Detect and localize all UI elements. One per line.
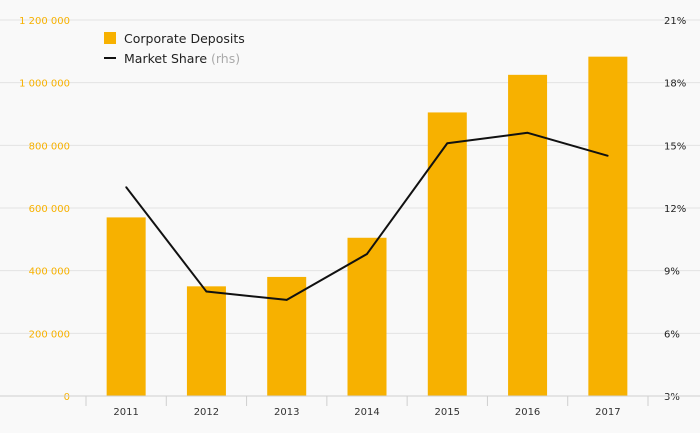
y-left-tick-label: 600 000 <box>29 204 70 215</box>
legend-label-market-share: Market Share <box>124 50 208 66</box>
bar-2014 <box>347 237 387 396</box>
legend-bar-swatch <box>104 32 116 44</box>
y-left-tick-label: 400 000 <box>29 267 70 278</box>
y-right-tick-label: 9% <box>664 267 680 278</box>
line-series <box>125 131 609 301</box>
market-share-point-2017 <box>607 154 609 157</box>
legend-item-deposits: Corporate Deposits <box>104 28 245 48</box>
y-right-tick-label: 6% <box>664 329 680 340</box>
y-right-tick-label: 21% <box>664 16 686 27</box>
x-tick-label: 2015 <box>435 407 460 418</box>
bar-2017 <box>588 56 628 396</box>
bar-2011 <box>106 217 146 396</box>
legend-label-deposits: Corporate Deposits <box>124 30 245 46</box>
y-left-tick-label: 800 000 <box>29 141 70 152</box>
x-tick-label: 2013 <box>274 407 299 418</box>
y-right-tick-label: 15% <box>664 141 686 152</box>
market-share-point-2016 <box>526 132 529 134</box>
legend-line-swatch <box>104 57 116 59</box>
y-left-tick-label: 1 000 000 <box>19 79 70 90</box>
x-tick-label: 2016 <box>515 407 540 418</box>
bar-series <box>106 56 628 396</box>
bar-2016 <box>508 74 548 396</box>
y-left-tick-label: 0 <box>64 392 70 403</box>
bar-2013 <box>267 276 307 396</box>
x-tick-label: 2017 <box>595 407 620 418</box>
bar-2012 <box>186 286 226 396</box>
y-left-tick-label: 1 200 000 <box>19 16 70 27</box>
x-tick-label: 2014 <box>354 407 379 418</box>
x-tick-label: 2012 <box>194 407 219 418</box>
market-share-point-2014 <box>366 253 368 255</box>
market-share-point-2013 <box>285 299 288 301</box>
legend-item-market-share: Market Share (rhs) <box>104 48 245 68</box>
x-tick-label: 2011 <box>113 407 138 418</box>
y-left-tick-label: 200 000 <box>29 329 70 340</box>
y-right-tick-label: 3% <box>664 392 680 403</box>
market-share-point-2015 <box>446 142 449 145</box>
legend-rhs-note: (rhs) <box>211 50 241 66</box>
market-share-point-2012 <box>205 290 208 293</box>
market-share-point-2011 <box>125 186 127 188</box>
y-right-tick-label: 12% <box>664 204 686 215</box>
y-right-tick-label: 18% <box>664 79 686 90</box>
axes: 0 200 000 400 000 600 000 800 000 1 000 000 1 … <box>0 16 700 418</box>
legend: Corporate Deposits Market Share (rhs) <box>104 28 245 68</box>
bar-2015 <box>427 112 467 396</box>
